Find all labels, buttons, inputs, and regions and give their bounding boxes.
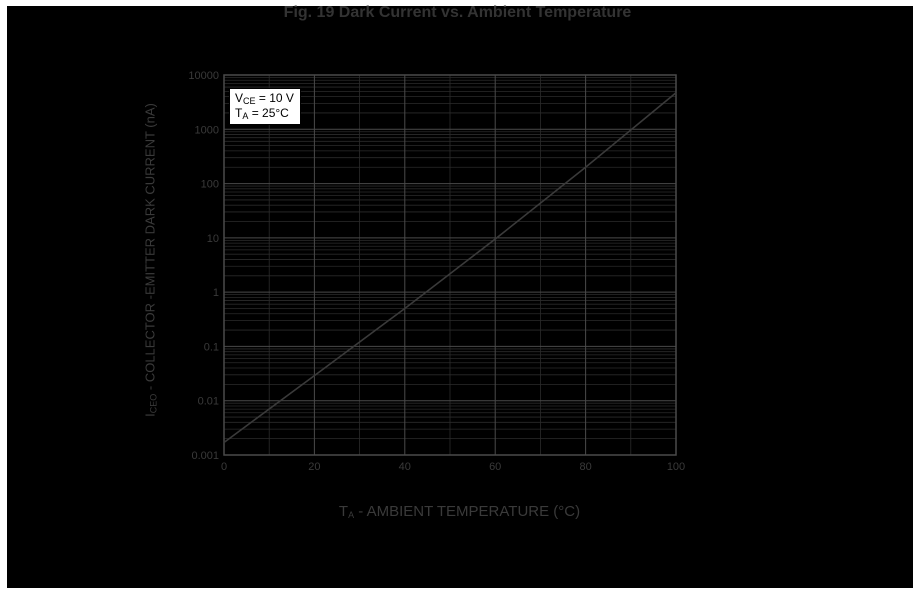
y-tick-label: 0.01	[198, 396, 219, 408]
x-tick-label: 0	[221, 461, 227, 473]
x-tick-label: 20	[308, 461, 320, 473]
y-tick-label: 0.001	[191, 450, 219, 462]
y-tick-label: 100	[201, 179, 219, 191]
y-axis-label: ICEO - COLLECTOR -EMITTER DARK CURRENT (…	[142, 103, 159, 417]
tick-label-layer: 0.001 0.01 0.1 1 10 100 1000 10000 0 20 40 60 80 100	[188, 70, 685, 473]
x-tick-label: 100	[667, 461, 685, 473]
y-tick-label: 1000	[195, 124, 219, 136]
plot-border	[223, 74, 677, 456]
x-tick-label: 40	[399, 461, 411, 473]
x-tick-label: 80	[579, 461, 591, 473]
y-tick-label: 0.1	[204, 341, 219, 353]
legend-line-ta: TA = 25°C	[235, 106, 289, 121]
series-layer	[223, 92, 677, 444]
legend-line-vce: VCE = 10 V	[235, 91, 294, 106]
axis-layer	[223, 74, 677, 456]
y-tick-label: 10	[207, 233, 219, 245]
x-tick-label: 60	[489, 461, 501, 473]
y-tick-label: 10000	[188, 70, 219, 82]
series-line-0	[223, 92, 677, 444]
x-axis-label: TA - AMBIENT TEMPERATURE (°C)	[338, 503, 581, 520]
y-tick-label: 1	[213, 287, 219, 299]
grid-layer	[223, 74, 677, 456]
chart-title: Fig. 19 Dark Current vs. Ambient Tempera…	[283, 4, 632, 21]
conditions-legend: VCE = 10 V TA = 25°C	[229, 88, 301, 125]
